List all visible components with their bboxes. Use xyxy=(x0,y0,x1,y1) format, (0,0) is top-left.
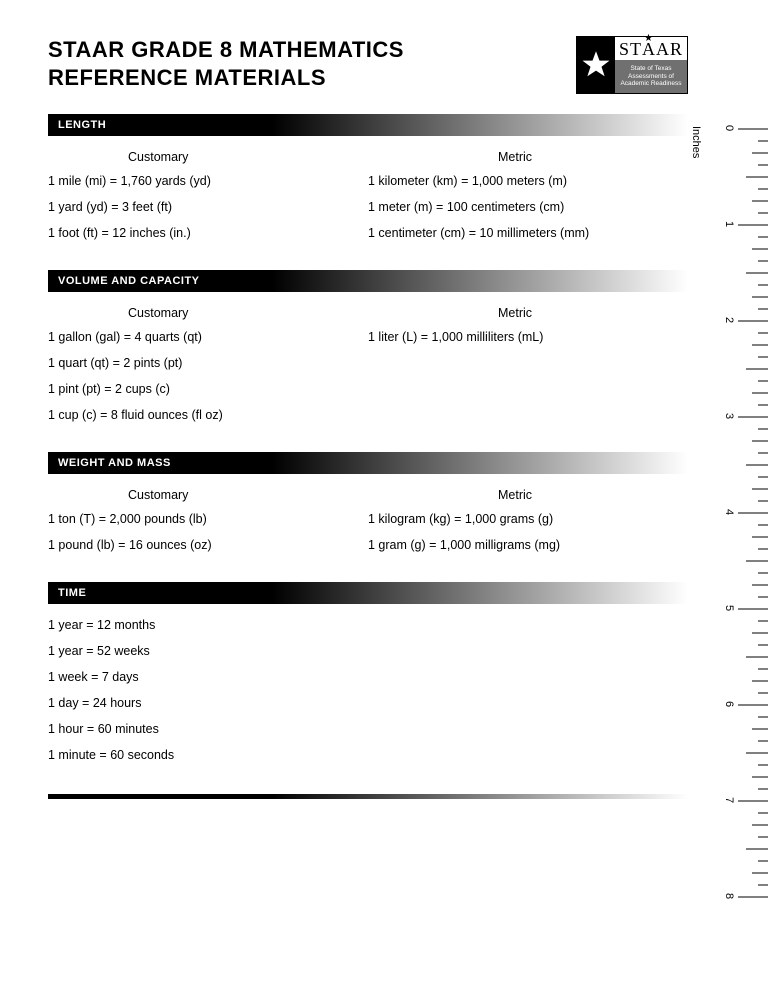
customary-value: 1 year = 12 months xyxy=(48,618,688,632)
section-header-length: LENGTH xyxy=(48,114,688,136)
ruler-number: 8 xyxy=(723,893,735,899)
page-title: STAAR GRADE 8 MATHEMATICS REFERENCE MATE… xyxy=(48,36,404,91)
ruler-number: 6 xyxy=(723,701,735,707)
ruler-label: Inches xyxy=(690,126,702,158)
conversion-row: 1 day = 24 hours xyxy=(48,696,688,710)
metric-value: 1 kilometer (km) = 1,000 meters (m) xyxy=(368,174,688,188)
conversion-row: 1 minute = 60 seconds xyxy=(48,748,688,762)
title-line-2: REFERENCE MATERIALS xyxy=(48,65,326,90)
customary-value: 1 pound (lb) = 16 ounces (oz) xyxy=(48,538,368,552)
staar-logo: STA★AR State of Texas Assessments of Aca… xyxy=(576,36,688,94)
customary-label: Customary xyxy=(48,150,368,164)
metric-value xyxy=(368,356,688,370)
ruler-number: 4 xyxy=(723,509,735,515)
title-line-1: STAAR GRADE 8 MATHEMATICS xyxy=(48,37,404,62)
customary-value: 1 minute = 60 seconds xyxy=(48,748,688,762)
customary-label: Customary xyxy=(48,306,368,320)
conversion-row: 1 foot (ft) = 12 inches (in.)1 centimete… xyxy=(48,226,688,240)
logo-subtitle: State of Texas Assessments of Academic R… xyxy=(615,60,687,93)
customary-value: 1 hour = 60 minutes xyxy=(48,722,688,736)
ruler-number: 0 xyxy=(723,125,735,131)
logo-text: STA★AR xyxy=(615,37,687,60)
conversion-row: 1 yard (yd) = 3 feet (ft)1 meter (m) = 1… xyxy=(48,200,688,214)
customary-value: 1 year = 52 weeks xyxy=(48,644,688,658)
section-body-time: 1 year = 12 months 1 year = 52 weeks 1 wee… xyxy=(48,604,688,788)
customary-value: 1 pint (pt) = 2 cups (c) xyxy=(48,382,368,396)
customary-value: 1 mile (mi) = 1,760 yards (yd) xyxy=(48,174,368,188)
conversion-row: 1 mile (mi) = 1,760 yards (yd)1 kilomete… xyxy=(48,174,688,188)
metric-label: Metric xyxy=(368,306,688,320)
conversion-row: 1 week = 7 days xyxy=(48,670,688,684)
section-header-volume: VOLUME AND CAPACITY xyxy=(48,270,688,292)
conversion-row: 1 ton (T) = 2,000 pounds (lb)1 kilogram … xyxy=(48,512,688,526)
end-bar xyxy=(48,794,688,799)
metric-value: 1 kilogram (kg) = 1,000 grams (g) xyxy=(368,512,688,526)
metric-value: 1 gram (g) = 1,000 milligrams (mg) xyxy=(368,538,688,552)
section-header-time: TIME xyxy=(48,582,688,604)
conversion-row: 1 gallon (gal) = 4 quarts (qt)1 liter (L… xyxy=(48,330,688,344)
conversion-row: 1 pound (lb) = 16 ounces (oz)1 gram (g) … xyxy=(48,538,688,552)
customary-value: 1 foot (ft) = 12 inches (in.) xyxy=(48,226,368,240)
conversion-row: 1 year = 52 weeks xyxy=(48,644,688,658)
ruler-number: 5 xyxy=(723,605,735,611)
logo-sub-1: State of Texas xyxy=(617,65,685,73)
ruler-number: 2 xyxy=(723,317,735,323)
logo-sub-3: Academic Readiness xyxy=(617,80,685,88)
conversion-row: 1 quart (qt) = 2 pints (pt) xyxy=(48,356,688,370)
header-row: STAAR GRADE 8 MATHEMATICS REFERENCE MATE… xyxy=(48,36,688,94)
sections-container: LENGTHCustomaryMetric1 mile (mi) = 1,760… xyxy=(48,114,688,788)
metric-value xyxy=(368,382,688,396)
section-body-length: CustomaryMetric1 mile (mi) = 1,760 yards… xyxy=(48,136,688,266)
logo-sub-2: Assessments of xyxy=(617,73,685,81)
column-headers: CustomaryMetric xyxy=(48,488,688,502)
customary-value: 1 ton (T) = 2,000 pounds (lb) xyxy=(48,512,368,526)
conversion-row: 1 year = 12 months xyxy=(48,618,688,632)
ruler: Inches 012345678 xyxy=(718,128,768,948)
column-headers: CustomaryMetric xyxy=(48,306,688,320)
conversion-row: 1 pint (pt) = 2 cups (c) xyxy=(48,382,688,396)
customary-value: 1 cup (c) = 8 fluid ounces (fl oz) xyxy=(48,408,368,422)
section-header-weight: WEIGHT AND MASS xyxy=(48,452,688,474)
metric-label: Metric xyxy=(368,488,688,502)
metric-value: 1 centimeter (cm) = 10 millimeters (mm) xyxy=(368,226,688,240)
page-content: STAAR GRADE 8 MATHEMATICS REFERENCE MATE… xyxy=(48,36,688,799)
section-body-volume: CustomaryMetric1 gallon (gal) = 4 quarts… xyxy=(48,292,688,448)
metric-label: Metric xyxy=(368,150,688,164)
ruler-number: 1 xyxy=(723,221,735,227)
metric-value: 1 meter (m) = 100 centimeters (cm) xyxy=(368,200,688,214)
customary-value: 1 week = 7 days xyxy=(48,670,688,684)
logo-right: STA★AR State of Texas Assessments of Aca… xyxy=(615,37,687,93)
customary-value: 1 day = 24 hours xyxy=(48,696,688,710)
customary-value: 1 gallon (gal) = 4 quarts (qt) xyxy=(48,330,368,344)
section-body-weight: CustomaryMetric1 ton (T) = 2,000 pounds … xyxy=(48,474,688,578)
ruler-number: 7 xyxy=(723,797,735,803)
customary-label: Customary xyxy=(48,488,368,502)
ruler-number: 3 xyxy=(723,413,735,419)
column-headers: CustomaryMetric xyxy=(48,150,688,164)
customary-value: 1 yard (yd) = 3 feet (ft) xyxy=(48,200,368,214)
metric-value: 1 liter (L) = 1,000 milliliters (mL) xyxy=(368,330,688,344)
conversion-row: 1 cup (c) = 8 fluid ounces (fl oz) xyxy=(48,408,688,422)
star-icon xyxy=(577,37,615,93)
customary-value: 1 quart (qt) = 2 pints (pt) xyxy=(48,356,368,370)
metric-value xyxy=(368,408,688,422)
conversion-row: 1 hour = 60 minutes xyxy=(48,722,688,736)
